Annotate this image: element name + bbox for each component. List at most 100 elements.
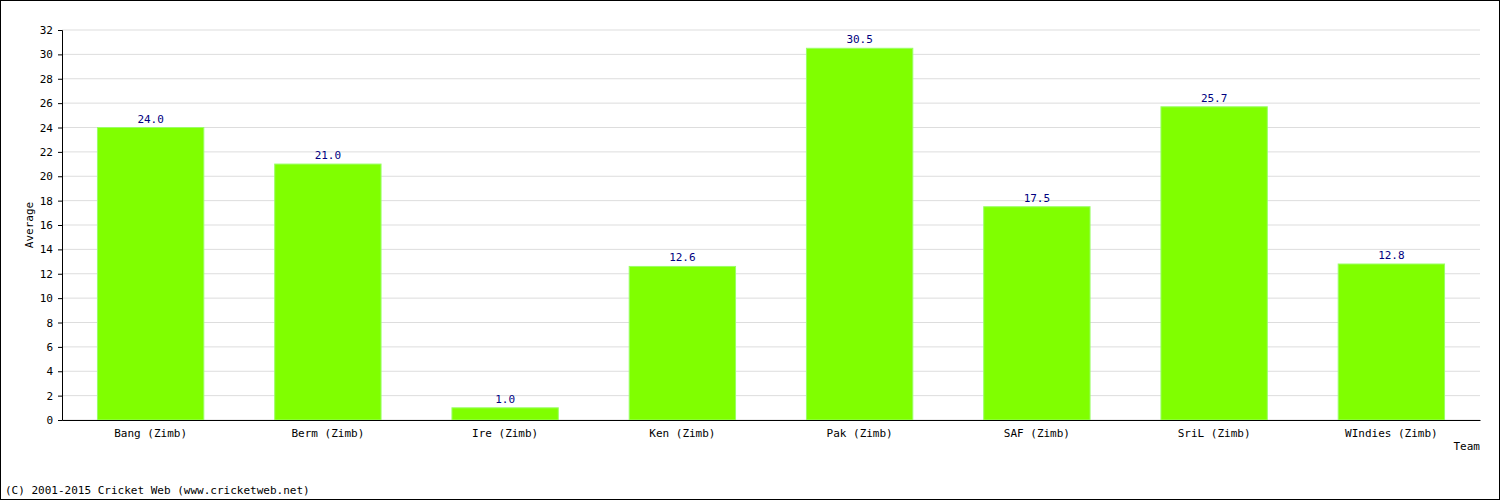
bar <box>1338 264 1444 420</box>
y-tick-mark <box>58 298 62 299</box>
y-tick-label: 26 <box>40 97 53 110</box>
y-tick-mark <box>58 54 62 55</box>
y-tick-label: 32 <box>40 24 53 37</box>
y-tick-mark <box>58 249 62 250</box>
x-tick-label: Pak (Zimb) <box>827 427 893 440</box>
data-label: 30.5 <box>846 33 873 46</box>
y-tick-mark <box>58 347 62 348</box>
y-tick-mark <box>58 371 62 372</box>
y-tick-label: 4 <box>46 365 53 378</box>
y-tick-mark <box>58 323 62 324</box>
x-tick: Pak (Zimb) <box>827 420 893 440</box>
bar <box>97 128 203 421</box>
annotation: (C) 2001-2015 Cricket Web (www.cricketwe… <box>5 484 310 497</box>
x-tick: SAF (Zimb) <box>1004 420 1070 440</box>
data-label: 12.8 <box>1378 249 1405 262</box>
y-tick-label: 12 <box>40 268 53 281</box>
chart: 24.021.01.012.630.517.525.712.8024681012… <box>0 0 1500 500</box>
y-tick: 2 <box>46 390 62 403</box>
y-tick-label: 0 <box>46 414 53 427</box>
y-tick: 10 <box>40 292 62 305</box>
grid-line <box>62 78 1480 79</box>
y-tick: 20 <box>40 170 62 183</box>
y-tick: 18 <box>40 195 62 208</box>
y-axis: 02468101214161820222426283032 <box>40 24 63 427</box>
y-tick-label: 24 <box>40 122 54 135</box>
x-tick: Bang (Zimb) <box>114 420 187 440</box>
y-tick: 8 <box>46 317 62 330</box>
bar <box>629 266 735 420</box>
data-label: 21.0 <box>315 149 342 162</box>
x-tick-label: Berm (Zimb) <box>291 427 364 440</box>
bar <box>1161 107 1267 420</box>
data-labels: 24.0 21.0 1.0 12.6 30.5 17.5 25.7 12.8 <box>137 33 1404 406</box>
y-tick: 14 <box>40 243 62 256</box>
x-tick-label: WIndies (Zimb) <box>1345 427 1438 440</box>
y-tick: 30 <box>40 48 62 61</box>
x-tick: Berm (Zimb) <box>291 420 364 440</box>
bars <box>97 48 1444 420</box>
x-tick-label: Bang (Zimb) <box>114 427 187 440</box>
y-tick: 6 <box>46 341 62 354</box>
data-label: 12.6 <box>669 251 696 264</box>
data-label: 1.0 <box>495 393 515 406</box>
y-tick: 12 <box>40 268 62 281</box>
bar <box>452 408 558 420</box>
y-tick-label: 2 <box>46 390 53 403</box>
y-tick-mark <box>58 79 62 80</box>
x-tick: SriL (Zimb) <box>1178 420 1251 440</box>
y-tick-mark <box>58 30 62 31</box>
plot: 24.021.01.012.630.517.525.712.8024681012… <box>40 24 1481 440</box>
y-tick-mark <box>58 103 62 104</box>
y-tick: 32 <box>40 24 62 37</box>
y-tick: 22 <box>40 146 62 159</box>
y-tick-label: 22 <box>40 146 53 159</box>
y-tick-label: 30 <box>40 48 53 61</box>
grid-line <box>62 30 1480 31</box>
y-axis-line <box>58 31 63 421</box>
x-tick: Ken (Zimb) <box>649 420 715 440</box>
y-tick-mark <box>58 225 62 226</box>
y-tick-mark <box>58 152 62 153</box>
y-tick: 28 <box>40 73 62 86</box>
x-tick-label: Ken (Zimb) <box>649 427 715 440</box>
y-tick-mark <box>58 420 62 421</box>
bar <box>275 164 381 420</box>
y-tick-label: 14 <box>40 243 54 256</box>
x-tick-label: SriL (Zimb) <box>1178 427 1251 440</box>
y-tick-mark <box>58 201 62 202</box>
y-tick-mark <box>58 128 62 129</box>
frame <box>1 1 1500 500</box>
x-tick-label: SAF (Zimb) <box>1004 427 1070 440</box>
y-tick: 24 <box>40 122 62 135</box>
y-tick-label: 28 <box>40 73 53 86</box>
y-tick-mark <box>58 274 62 275</box>
y-tick-label: 6 <box>46 341 53 354</box>
grid-line <box>62 54 1480 55</box>
y-tick-label: 16 <box>40 219 53 232</box>
x-axis-title: Team <box>1454 440 1481 453</box>
y-axis-title: Average <box>23 202 36 248</box>
data-label: 17.5 <box>1024 192 1051 205</box>
y-tick: 4 <box>46 365 62 378</box>
y-tick-label: 8 <box>46 317 53 330</box>
bar <box>984 207 1090 420</box>
y-tick-label: 18 <box>40 195 53 208</box>
y-tick-mark <box>58 396 62 397</box>
x-axis-line <box>63 420 1481 421</box>
x-tick: Ire (Zimb) <box>472 420 538 440</box>
x-axis: Bang (Zimb) Berm (Zimb) Ire (Zimb) Ken (Zim… <box>63 420 1481 440</box>
y-tick-label: 10 <box>40 292 53 305</box>
y-tick-label: 20 <box>40 170 53 183</box>
y-tick: 0 <box>46 414 62 427</box>
grid-line <box>62 103 1480 104</box>
x-tick: WIndies (Zimb) <box>1345 420 1438 440</box>
data-label: 24.0 <box>137 113 164 126</box>
x-tick-label: Ire (Zimb) <box>472 427 538 440</box>
bar <box>806 48 912 420</box>
y-tick: 16 <box>40 219 62 232</box>
y-tick: 26 <box>40 97 62 110</box>
data-label: 25.7 <box>1201 92 1228 105</box>
y-tick-mark <box>58 176 62 177</box>
grid <box>62 30 1480 420</box>
